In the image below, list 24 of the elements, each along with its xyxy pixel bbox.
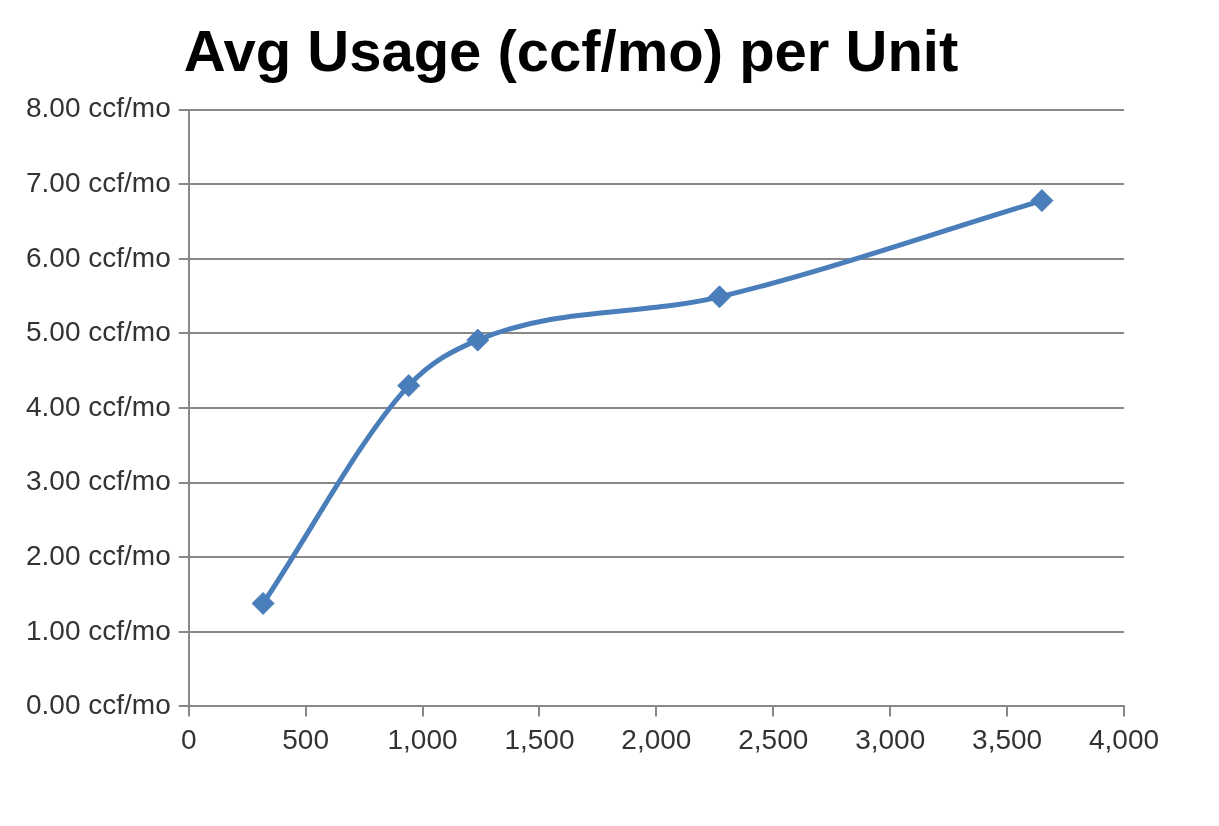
y-tick-label: 1.00 ccf/mo <box>26 614 171 646</box>
y-tick-label: 6.00 ccf/mo <box>26 241 171 273</box>
x-tick-label: 1,500 <box>504 723 575 755</box>
x-tick-label: 4,000 <box>1088 723 1160 755</box>
point <box>1030 189 1054 213</box>
y-tick-label: 7.00 ccf/mo <box>26 166 171 198</box>
y-tick-label: 4.00 ccf/mo <box>26 390 171 422</box>
point <box>466 328 490 352</box>
x-tick-label: 0 <box>180 723 197 755</box>
x-tick-label: 2,000 <box>621 723 692 755</box>
point <box>708 285 731 309</box>
y-tick-label: 3.00 ccf/mo <box>26 465 171 497</box>
y-tick-label: 8.00 ccf/mo <box>26 92 171 124</box>
x-tick-label: 2,500 <box>738 723 809 755</box>
x-tick-label: 3,500 <box>972 723 1043 755</box>
y-tick-label: 5.00 ccf/mo <box>26 316 171 348</box>
point <box>251 591 275 615</box>
chart-title: Avg Usage (ccf/mo) per Unit <box>183 17 959 83</box>
point <box>397 374 421 398</box>
x-tick-label: 3,000 <box>855 723 926 755</box>
y-tick-label: 0.00 ccf/mo <box>26 689 171 721</box>
x-tick-label: 500 <box>282 723 329 755</box>
x-tick-label: 1,000 <box>387 723 458 755</box>
y-tick-label: 2.00 ccf/mo <box>26 539 171 571</box>
